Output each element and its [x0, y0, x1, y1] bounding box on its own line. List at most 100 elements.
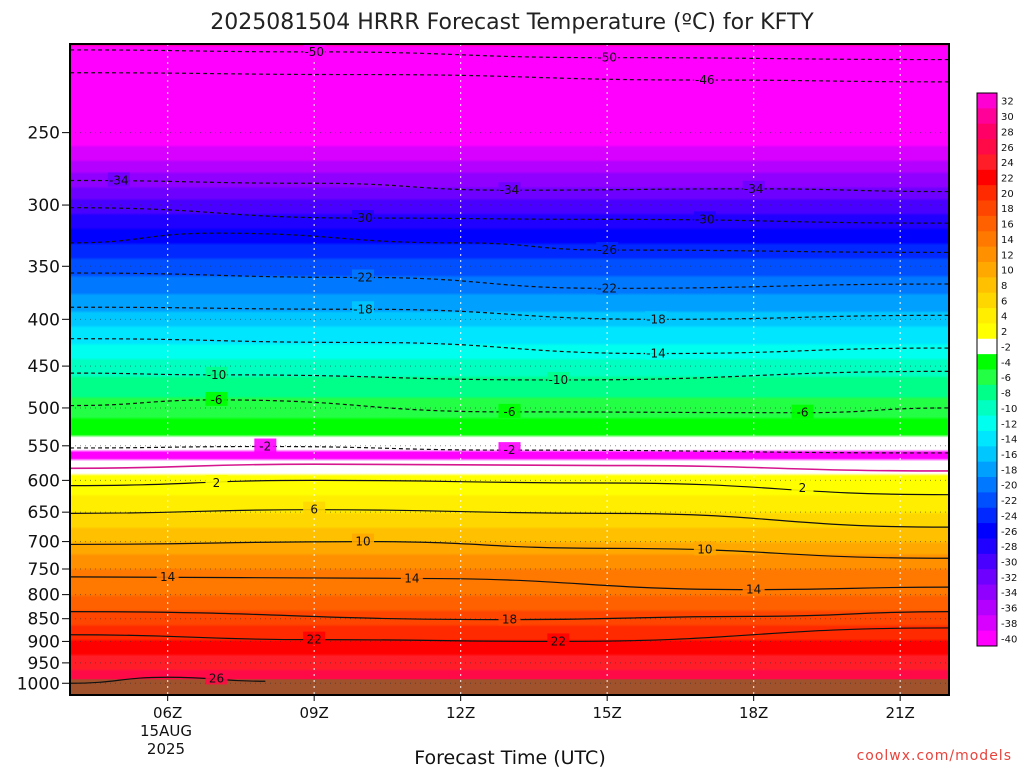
y-tick-label: 750 — [28, 560, 60, 580]
colorbar-cell — [977, 292, 997, 309]
contour-label: 22 — [307, 633, 322, 647]
colorbar-label: -16 — [1001, 450, 1017, 461]
contour-label: -6 — [797, 406, 809, 420]
credit-label[interactable]: coolwx.com/models — [857, 748, 1012, 764]
colorbar-label: 32 — [1001, 97, 1014, 108]
contour-label: -18 — [353, 302, 373, 316]
contour-label-bg — [742, 180, 765, 195]
y-tick-label: 650 — [28, 503, 60, 523]
contour-lines: -50 -50-46-34-34 -34-30 -30-26-22-22-18-18-… — [70, 44, 949, 685]
colorbar-label: -2 — [1001, 342, 1011, 353]
y-tick-label: 800 — [28, 586, 60, 606]
contour-label: -6 — [504, 405, 516, 419]
y-tick-label: 850 — [28, 610, 60, 630]
contour-label: -50 — [304, 45, 324, 59]
contour-label: -26 — [597, 243, 617, 257]
grid-lines — [70, 44, 949, 695]
contour-label-bg — [303, 631, 326, 646]
contour-label: 14 — [404, 571, 419, 585]
plot-frame — [69, 43, 950, 696]
colorbar-label: -22 — [1001, 496, 1017, 507]
colorbar-cell — [977, 461, 997, 478]
chart-title: 2025081504 HRRR Forecast Temperature (ºC… — [210, 10, 814, 35]
y-tick-label: 700 — [28, 533, 60, 553]
colorbar-cell — [977, 569, 997, 586]
colorbar-cell — [977, 169, 997, 186]
colorbar-cell — [977, 246, 997, 263]
colorbar-cell — [977, 369, 997, 386]
x-tick-label: 15Z — [592, 704, 621, 722]
colorbar-label: -28 — [1001, 542, 1017, 553]
contour-line-18 — [70, 611, 949, 621]
contour-line-m22 — [70, 272, 949, 289]
colorbar: 32 30 28 26 24 22 20 18 16 14 12 10 8 6 4 2 -2 -4 -6 -8 -10 -… — [976, 92, 1017, 647]
contour-label-bg — [791, 404, 814, 419]
colorbar-cell — [977, 538, 997, 555]
colorbar-cell — [977, 384, 997, 401]
colorbar-cell — [977, 507, 997, 524]
colorbar-label: -14 — [1001, 435, 1017, 446]
contour-label-bg — [400, 570, 423, 585]
contour-line-14 — [70, 576, 949, 591]
colorbar-label: 8 — [1001, 281, 1007, 292]
contour-label-bg — [693, 541, 716, 556]
contour-label: 22 — [551, 634, 566, 648]
y-tick-label: 950 — [28, 654, 60, 674]
colorbar-label: 12 — [1001, 250, 1014, 261]
y-tick-label: 250 — [28, 124, 60, 144]
plot-area: -50 -50-46-34-34 -34-30 -30-26-22-22-18-18-… — [69, 43, 950, 696]
contour-label: -2 — [259, 440, 271, 454]
contour-label: 18 — [502, 613, 517, 627]
contour-line-m30 — [70, 207, 949, 224]
contour-label: 6 — [310, 503, 318, 517]
contour-label-bg — [205, 366, 228, 381]
y-tick-label: 450 — [28, 357, 60, 377]
colorbar-cell — [977, 108, 997, 125]
colorbar-label: 28 — [1001, 127, 1014, 138]
colorbar-cell — [977, 615, 997, 632]
ground-below-surface — [70, 679, 949, 695]
contour-label-bg — [205, 670, 228, 685]
colorbar-label: -30 — [1001, 558, 1017, 569]
y-tick-label: 550 — [28, 437, 60, 457]
x-tick-label: 06Z — [153, 704, 182, 722]
contour-label-bg — [156, 568, 179, 583]
contour-label-bg — [645, 345, 667, 360]
temperature-field — [70, 44, 949, 695]
x-axis-ticks: 06Z 09Z 12Z 15Z 18Z 21Z — [153, 695, 915, 722]
colorbar-label: -24 — [1001, 511, 1017, 522]
colorbar-label: 6 — [1001, 296, 1007, 307]
colorbar-label: -18 — [1001, 465, 1017, 476]
contour-label-bg — [498, 403, 521, 418]
y-tick-label: 400 — [28, 310, 60, 330]
contour-label-bg — [498, 611, 521, 626]
contour-label: -10 — [207, 368, 227, 382]
colorbar-cell — [977, 553, 997, 570]
contour-label: -34 — [109, 173, 129, 187]
contour-label-bg — [693, 211, 716, 226]
colorbar-cell — [977, 599, 997, 616]
contour-label: 14 — [160, 570, 175, 584]
contour-label-bg — [742, 581, 765, 596]
contour-label-bg — [791, 480, 814, 495]
contour-label: -30 — [695, 212, 715, 226]
contour-label: 26 — [209, 671, 224, 685]
colorbar-cell — [977, 630, 997, 647]
colorbar-outline — [976, 92, 998, 647]
colorbar-label: -32 — [1001, 573, 1017, 584]
contour-label-bg — [205, 391, 228, 406]
contour-label: -30 — [353, 211, 373, 225]
x-tick-label: 21Z — [885, 704, 914, 722]
colorbar-cell — [977, 261, 997, 278]
date-label-day: 15AUG — [140, 722, 192, 740]
colorbar-cell — [977, 354, 997, 370]
contour-label-bg — [352, 301, 374, 316]
x-tick-label: 18Z — [739, 704, 768, 722]
y-tick-label: 350 — [28, 257, 60, 277]
y-tick-label: 300 — [28, 196, 60, 216]
contour-line-0 — [70, 463, 949, 472]
colorbar-cell — [977, 139, 997, 155]
colorbar-label: -4 — [1001, 358, 1011, 369]
colorbar-label: 10 — [1001, 266, 1014, 277]
